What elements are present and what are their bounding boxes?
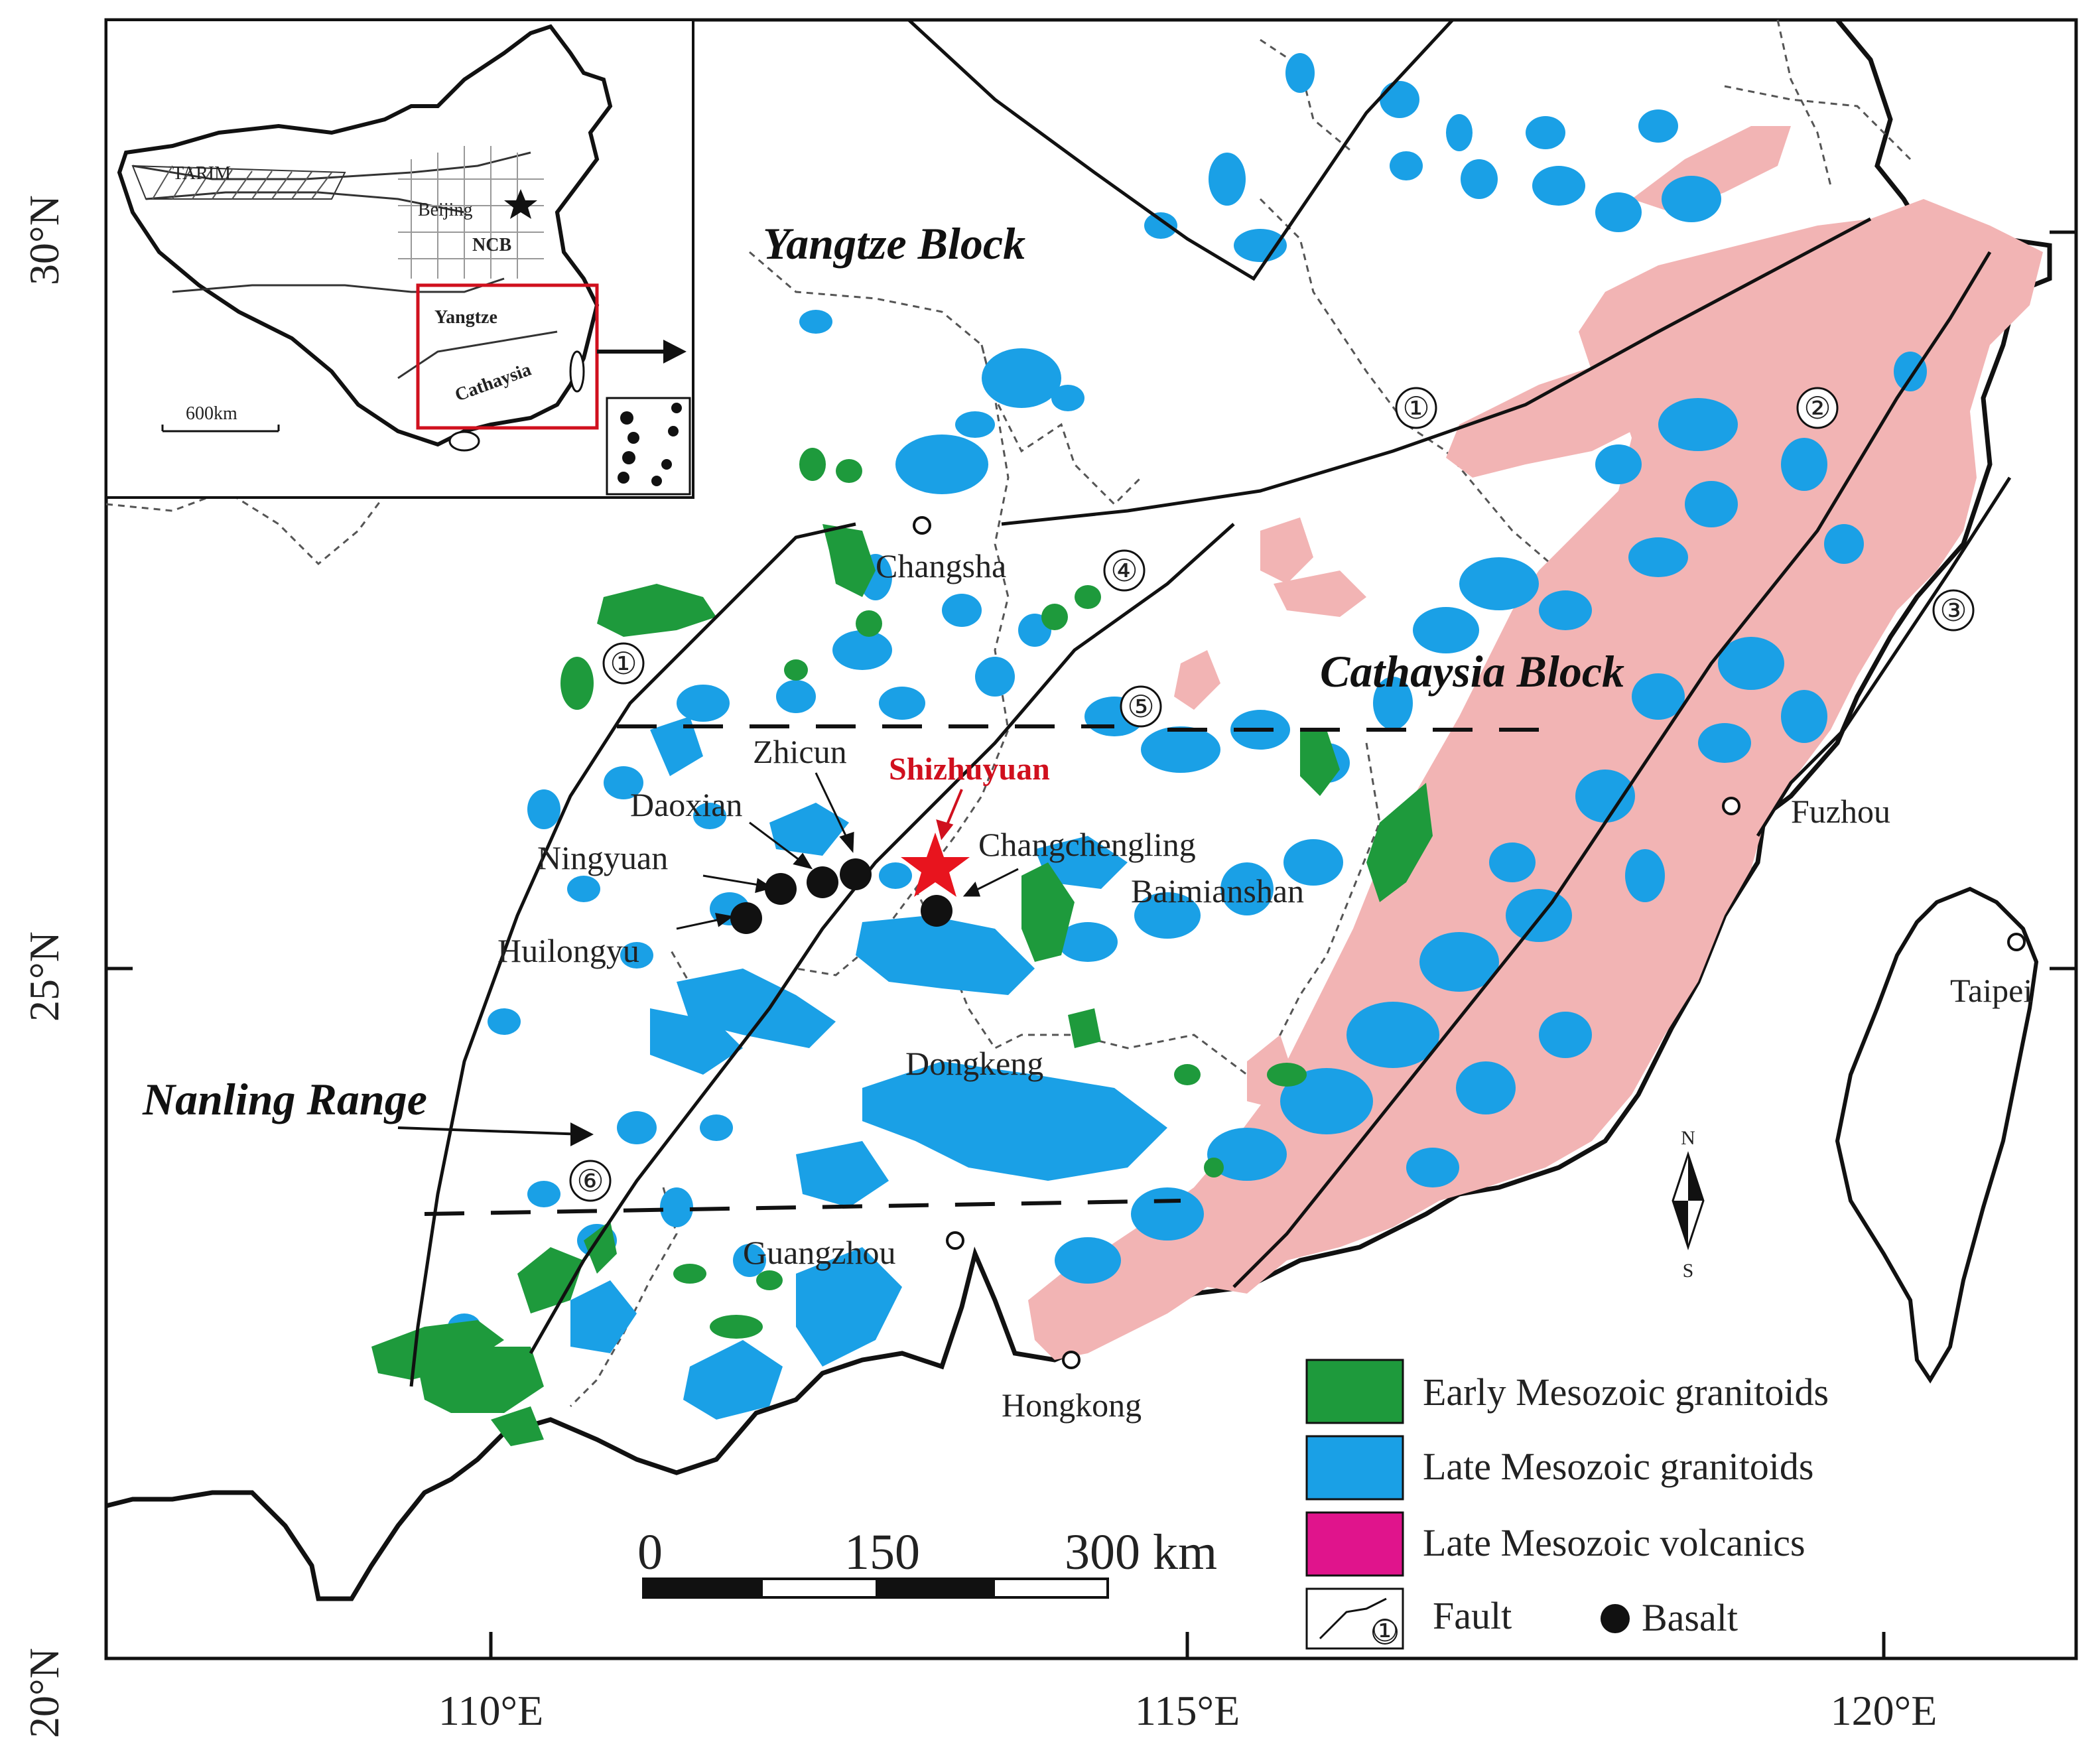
scale-tick-150: 150	[844, 1524, 920, 1580]
legend-swatch-late-granitoids	[1305, 1435, 1404, 1501]
legend-fault-symbol: ①	[1371, 1614, 1398, 1648]
legend: Early Mesozoic granitoids Late Mesozoic …	[1305, 1359, 1829, 1650]
fault-label-5: ⑤	[1127, 690, 1154, 724]
label-dongkeng: Dongkeng	[905, 1045, 1043, 1082]
label-baimianshan: Baimianshan	[1131, 872, 1304, 909]
basalt-ningyuan	[765, 873, 797, 905]
label-daoxian: Daoxian	[630, 786, 742, 823]
early-granitoids-areas	[371, 448, 1433, 1446]
compass-south: S	[1683, 1260, 1694, 1282]
coastline	[105, 18, 2052, 1601]
legend-swatch-volcanics	[1305, 1511, 1404, 1577]
inset-label-yangtze: Yangtze	[434, 307, 497, 328]
label-zhicun: Zhicun	[753, 733, 847, 770]
shizhuyuan-arrow	[936, 789, 963, 840]
region-yangtze-block: Yangtze Block	[763, 218, 1025, 269]
lat-label-25: 25°N	[21, 931, 68, 1022]
taiwan-island	[1835, 886, 2039, 1384]
fault-label-2: ②	[1804, 391, 1831, 425]
label-huilongyu: Huilongyu	[497, 932, 639, 969]
fault-label-1a: ①	[1402, 391, 1429, 425]
dashed-structural-lines	[424, 724, 1539, 1216]
legend-label-early: Early Mesozoic granitoids	[1423, 1371, 1829, 1414]
shizhuyuan-star	[901, 833, 970, 897]
city-markers	[913, 516, 2026, 1369]
inset-label-ncb: NCB	[472, 235, 511, 255]
region-cathaysia-block: Cathaysia Block	[1320, 646, 1624, 697]
legend-label-basalt: Basalt	[1642, 1596, 1738, 1639]
basalt-sites	[730, 858, 952, 934]
basalt-huilongyu	[730, 902, 762, 934]
label-taipei: Taipei	[1950, 972, 2032, 1009]
scale-tick-300: 300 km	[1065, 1524, 1217, 1580]
lat-label-30: 30°N	[21, 195, 68, 285]
label-changchengling: Changchengling	[978, 826, 1196, 863]
fault-label-1b: ①	[610, 647, 637, 681]
lon-label-110: 110°E	[438, 1687, 543, 1734]
fault-label-3: ③	[1939, 594, 1967, 628]
legend-label-late-granitoids: Late Mesozoic granitoids	[1423, 1445, 1814, 1488]
label-changsha: Changsha	[876, 547, 1006, 584]
label-guangzhou: Guangzhou	[743, 1234, 896, 1271]
basalt-changchengling	[921, 895, 952, 927]
label-shizhuyuan: Shizhuyuan	[889, 752, 1050, 787]
legend-basalt-dot	[1601, 1604, 1630, 1633]
region-nanling-range: Nanling Range	[142, 1074, 427, 1124]
lat-label-20: 20°N	[21, 1648, 68, 1738]
scale-tick-0: 0	[637, 1524, 663, 1580]
inset-map: TARIM Beijing NCB Yangtze Cathaysia 600k…	[105, 19, 694, 499]
fault-number-markers: ① ② ③ ④ ⑤ ① ⑥	[569, 387, 1975, 1202]
late-granitoids-areas	[448, 53, 1927, 1420]
fault-label-4: ④	[1110, 554, 1138, 588]
north-arrow: N S	[1672, 1127, 1705, 1282]
basalt-zhicun	[840, 858, 872, 890]
lon-label-120: 120°E	[1831, 1687, 1937, 1734]
scale-bar: 0 150 300 km	[637, 1524, 1217, 1599]
late-volcanics-areas	[1028, 126, 2043, 1360]
nanling-arrow	[397, 1122, 594, 1146]
label-hongkong: Hongkong	[1002, 1386, 1142, 1424]
compass-north: N	[1681, 1127, 1695, 1149]
inset-label-scale: 600km	[186, 403, 237, 424]
inset-label-beijing: Beijing	[418, 200, 472, 220]
lon-label-115: 115°E	[1135, 1687, 1240, 1734]
legend-swatch-early	[1305, 1359, 1404, 1424]
label-ningyuan: Ningyuan	[537, 839, 668, 876]
label-fuzhou: Fuzhou	[1791, 793, 1890, 830]
inset-label-tarim: TARIM	[172, 163, 231, 184]
legend-label-fault: Fault	[1433, 1594, 1512, 1637]
legend-label-volcanics: Late Mesozoic volcanics	[1423, 1521, 1805, 1564]
fault-label-6: ⑥	[576, 1164, 604, 1198]
basalt-daoxian	[807, 866, 838, 898]
faults	[409, 19, 2012, 1387]
